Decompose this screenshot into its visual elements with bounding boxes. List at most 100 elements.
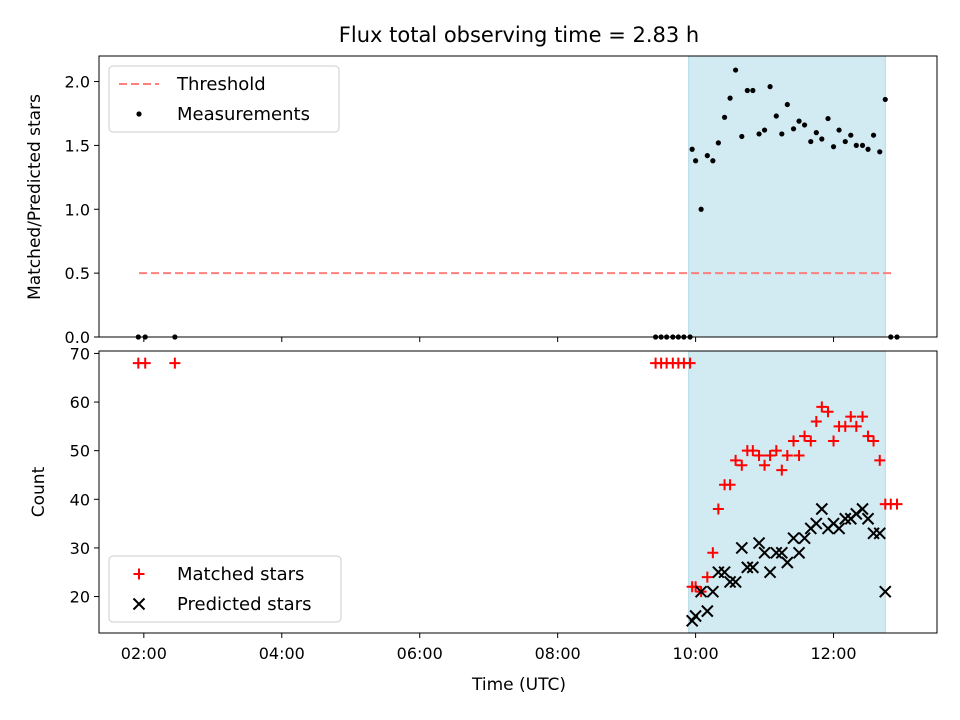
measurement-point bbox=[693, 158, 699, 164]
bottom-legend: Matched stars Predicted stars bbox=[108, 555, 342, 623]
x-tick-label: 08:00 bbox=[535, 644, 581, 663]
matched-stars-point bbox=[781, 450, 793, 462]
matched-stars-point bbox=[724, 479, 736, 491]
matched-stars-point bbox=[816, 401, 828, 413]
x-tick-label: 10:00 bbox=[673, 644, 719, 663]
predicted-stars-point bbox=[775, 546, 789, 559]
predicted-stars-point bbox=[723, 575, 737, 589]
measurement-point bbox=[801, 122, 808, 128]
measurement-point bbox=[877, 149, 883, 155]
measurement-point bbox=[739, 133, 745, 140]
predicted-stars-point bbox=[689, 609, 702, 623]
predicted-stars-point bbox=[718, 566, 731, 579]
measurement-point bbox=[773, 113, 779, 119]
observing-window-span bbox=[688, 55, 886, 338]
axes-frame bbox=[98, 55, 938, 338]
matched-stars-point bbox=[868, 435, 880, 447]
chart-title: Flux total observing time = 2.83 h bbox=[339, 23, 699, 47]
measurement-point bbox=[698, 206, 704, 212]
observing-window-span bbox=[688, 350, 886, 634]
matched-stars-point bbox=[810, 416, 822, 427]
y-tick-label: 30 bbox=[70, 539, 90, 558]
measurement-point bbox=[796, 118, 802, 124]
matched-stars-point bbox=[759, 459, 771, 471]
predicted-stars-point bbox=[832, 522, 846, 535]
matched-stars-point bbox=[799, 430, 811, 442]
predicted-stars-point bbox=[741, 561, 754, 574]
measurement-point bbox=[779, 131, 785, 137]
matched-stars-point bbox=[862, 430, 874, 442]
matched-stars-point bbox=[850, 420, 862, 432]
measurement-point bbox=[784, 101, 790, 108]
measurement-point bbox=[808, 138, 814, 145]
legend-label-threshold: Threshold bbox=[176, 74, 266, 95]
legend-box bbox=[108, 555, 342, 623]
matched-stars-point bbox=[712, 503, 724, 515]
measurement-point bbox=[819, 136, 825, 142]
x-tick-label: 06:00 bbox=[397, 644, 443, 663]
legend-label-matched-stars: Matched stars bbox=[177, 564, 304, 585]
predicted-stars-point bbox=[861, 512, 875, 525]
measurement-point bbox=[704, 153, 710, 159]
matched-stars-point bbox=[747, 445, 759, 457]
matched-stars-point bbox=[874, 454, 886, 466]
y-tick-label: 0.0 bbox=[65, 328, 90, 347]
predicted-stars-point bbox=[763, 566, 777, 579]
predicted-stars-point bbox=[879, 585, 892, 598]
measurement-point bbox=[756, 131, 762, 137]
y-tick-label: 0.5 bbox=[65, 264, 90, 283]
matched-stars-point bbox=[822, 406, 834, 418]
matched-stars-point bbox=[770, 445, 782, 457]
predicted-stars-point bbox=[752, 536, 766, 550]
y-tick-label: 60 bbox=[70, 393, 90, 412]
matched-stars-point bbox=[793, 450, 805, 462]
predicted-stars-point bbox=[729, 575, 742, 589]
matched-stars-point bbox=[753, 450, 765, 462]
y-tick-label: 2.0 bbox=[65, 73, 90, 92]
predicted-stars-point bbox=[694, 585, 708, 598]
measurement-point bbox=[865, 146, 871, 152]
matched-stars-point bbox=[736, 459, 748, 471]
predicted-stars-point bbox=[856, 502, 869, 516]
measurement-point bbox=[750, 87, 756, 94]
measurement-point bbox=[721, 114, 728, 120]
predicted-stars-point bbox=[810, 517, 823, 530]
bottom-panel: 20 30 40 50 60 70 02:00 04:00 06:00 08:00 10:00 12:… bbox=[70, 344, 938, 663]
top-y-axis-label: Matched/Predicted stars bbox=[25, 94, 45, 300]
measurement-point bbox=[842, 138, 848, 145]
matched-stars-point bbox=[828, 435, 840, 447]
measurement-point bbox=[882, 96, 888, 103]
matched-stars-point bbox=[805, 435, 817, 447]
legend-label-measurements: Measurements bbox=[177, 104, 310, 125]
measurement-point bbox=[813, 130, 819, 136]
predicted-stars-point bbox=[770, 546, 783, 559]
matched-stars-point bbox=[684, 357, 696, 369]
top-legend: Threshold Measurements bbox=[108, 65, 340, 133]
measurement-point bbox=[715, 140, 721, 146]
predicted-stars-point bbox=[798, 531, 811, 545]
predicted-stars-point bbox=[758, 546, 771, 559]
matched-stars-point bbox=[730, 454, 742, 466]
measurement-point bbox=[853, 142, 859, 149]
legend-label-predicted-stars: Predicted stars bbox=[177, 594, 311, 615]
measurement-point bbox=[689, 146, 695, 152]
measurement-point bbox=[727, 95, 733, 101]
measurement-point bbox=[790, 126, 797, 132]
measurement-point bbox=[744, 87, 750, 94]
legend-swatch-measurements bbox=[136, 111, 142, 117]
predicted-stars-point bbox=[815, 502, 829, 516]
y-tick-label: 40 bbox=[70, 490, 90, 509]
predicted-stars-point bbox=[706, 585, 720, 598]
measurement-point bbox=[836, 127, 842, 133]
predicted-stars-point bbox=[781, 556, 794, 569]
measurement-point bbox=[767, 84, 773, 90]
measurement-point bbox=[830, 144, 837, 150]
measurement-point bbox=[761, 127, 768, 133]
y-tick-label: 50 bbox=[70, 442, 90, 461]
predicted-stars-point bbox=[792, 546, 806, 559]
y-tick-label: 1.5 bbox=[65, 136, 90, 155]
measurement-point bbox=[710, 158, 716, 164]
top-panel: 0.0 0.5 1.0 1.5 2.0 Threshold Measurements bbox=[65, 55, 938, 347]
predicted-stars-point bbox=[746, 561, 760, 574]
